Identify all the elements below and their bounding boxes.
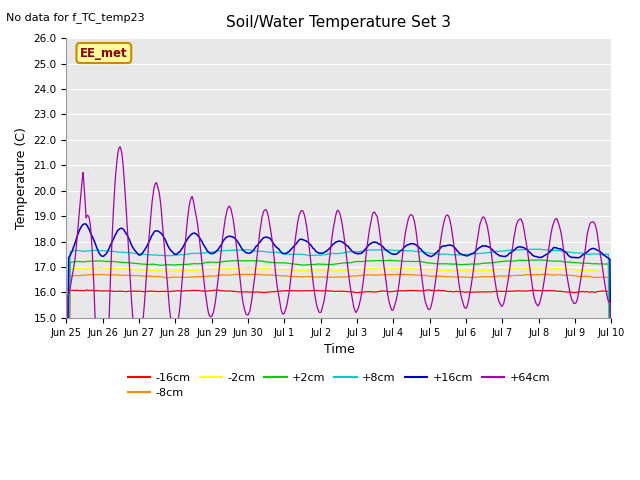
X-axis label: Time: Time bbox=[323, 343, 355, 356]
Title: Soil/Water Temperature Set 3: Soil/Water Temperature Set 3 bbox=[227, 15, 451, 30]
Text: EE_met: EE_met bbox=[80, 47, 127, 60]
Legend: -16cm, -8cm, -2cm, +2cm, +8cm, +16cm, +64cm: -16cm, -8cm, -2cm, +2cm, +8cm, +16cm, +6… bbox=[124, 368, 554, 403]
Text: No data for f_TC_temp23: No data for f_TC_temp23 bbox=[6, 12, 145, 23]
Y-axis label: Temperature (C): Temperature (C) bbox=[15, 127, 28, 229]
